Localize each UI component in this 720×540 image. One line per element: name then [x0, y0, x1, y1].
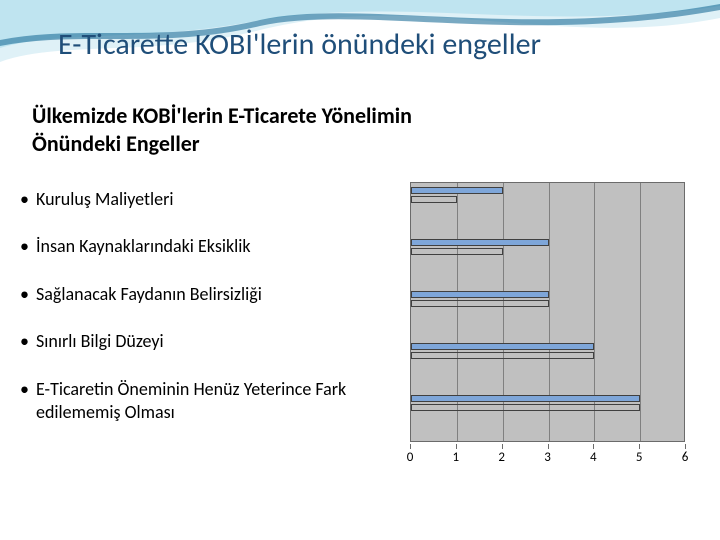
slide-subtitle: Ülkemizde KOBİ'lerin E-Ticarete Yönelimi…: [32, 102, 500, 157]
bar-filled: [411, 343, 594, 350]
bar-filled: [411, 395, 640, 402]
x-tick: [593, 444, 594, 449]
grid-line: [457, 183, 458, 441]
x-label: 2: [498, 450, 505, 465]
bar-filled: [411, 239, 549, 246]
list-item: Sınırlı Bilgi Düzeyi: [20, 330, 400, 353]
list-item: İnsan Kaynaklarındaki Eksiklik: [20, 235, 400, 258]
list-item: E-Ticaretin Öneminin Henüz Yeterince Far…: [20, 378, 400, 425]
bullet-list: Kuruluş Maliyetleri İnsan Kaynaklarındak…: [20, 188, 400, 448]
bar-outline: [411, 404, 640, 411]
x-tick: [456, 444, 457, 449]
x-label: 3: [544, 450, 551, 465]
bar-outline: [411, 300, 549, 307]
list-item: Kuruluş Maliyetleri: [20, 188, 400, 211]
grid-line: [503, 183, 504, 441]
bar-outline: [411, 196, 457, 203]
x-tick: [410, 444, 411, 449]
x-tick: [685, 444, 686, 449]
list-item: Sağlanacak Faydanın Belirsizliği: [20, 283, 400, 306]
bar-outline: [411, 248, 503, 255]
bar-filled: [411, 187, 503, 194]
grid-line: [594, 183, 595, 441]
grid-line: [640, 183, 641, 441]
barrier-chart: 0 1 2 3 4 5 6: [400, 182, 700, 472]
x-tick: [548, 444, 549, 449]
grid-line: [549, 183, 550, 441]
x-label: 6: [682, 450, 689, 465]
chart-x-axis: 0123456: [410, 444, 685, 466]
x-tick: [639, 444, 640, 449]
x-label: 0: [407, 450, 414, 465]
x-tick: [502, 444, 503, 449]
x-label: 5: [636, 450, 643, 465]
x-label: 1: [453, 450, 460, 465]
chart-plot: [410, 182, 685, 442]
x-label: 4: [590, 450, 597, 465]
bar-outline: [411, 352, 594, 359]
slide-title: E-Ticarette KOBİ'lerin önündeki engeller: [58, 26, 700, 63]
bar-filled: [411, 291, 549, 298]
